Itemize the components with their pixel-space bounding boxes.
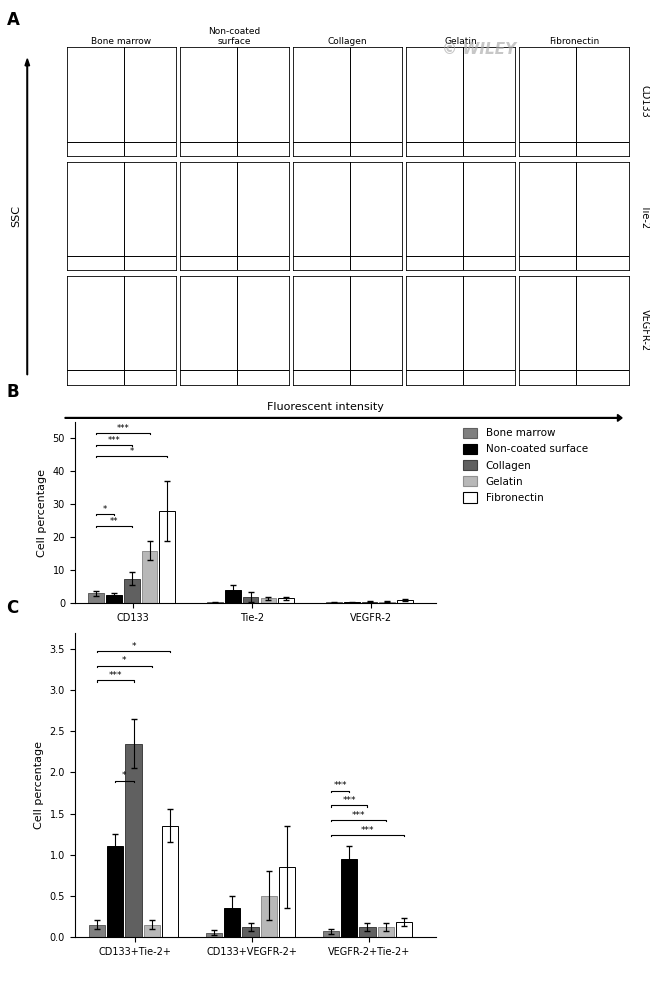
Bar (124, 579, 140, 603)
Bar (359, 927, 376, 937)
Title: Collagen: Collagen (328, 37, 367, 46)
Title: Non-coated
surface: Non-coated surface (209, 26, 261, 46)
Text: ***: *** (343, 797, 356, 805)
Text: ***: *** (361, 826, 374, 835)
Y-axis label: Cell percentage: Cell percentage (37, 469, 47, 556)
Bar (344, 602, 359, 603)
Bar (242, 927, 259, 937)
Bar (380, 601, 395, 603)
Bar (107, 847, 124, 937)
Text: *: * (122, 656, 127, 665)
Title: Gelatin: Gelatin (445, 37, 477, 46)
Bar (144, 924, 160, 937)
Bar (88, 594, 104, 603)
Bar (396, 922, 412, 937)
Bar (243, 596, 259, 603)
Bar (206, 933, 222, 937)
Text: ***: *** (116, 424, 129, 434)
Bar (279, 867, 295, 937)
Text: ***: *** (108, 436, 120, 444)
Bar (89, 924, 105, 937)
Text: C: C (6, 599, 19, 617)
Text: *: * (131, 642, 136, 650)
Bar (361, 601, 378, 603)
Bar (378, 927, 394, 937)
Y-axis label: Tie-2: Tie-2 (640, 204, 649, 228)
Title: Fibronectin: Fibronectin (549, 37, 599, 46)
Bar (106, 595, 122, 603)
Y-axis label: CD133: CD133 (640, 85, 649, 118)
Text: SSC: SSC (11, 205, 21, 227)
Text: Fluorescent intensity: Fluorescent intensity (266, 402, 384, 412)
Text: **: ** (110, 517, 118, 526)
Y-axis label: VEGFR-2: VEGFR-2 (640, 309, 649, 351)
Text: © WILEY: © WILEY (442, 42, 516, 57)
Text: B: B (6, 384, 19, 401)
Text: *: * (122, 771, 127, 781)
Bar (162, 826, 178, 937)
Bar (278, 598, 294, 603)
Bar (159, 511, 175, 603)
Legend: Bone marrow, Non-coated surface, Collagen, Gelatin, Fibronectin: Bone marrow, Non-coated surface, Collage… (459, 424, 592, 507)
Text: ***: *** (352, 811, 365, 820)
Text: *: * (129, 447, 134, 456)
Bar (224, 908, 240, 937)
Title: Bone marrow: Bone marrow (92, 37, 151, 46)
Bar (225, 591, 240, 603)
Bar (261, 896, 277, 937)
Bar (341, 858, 358, 937)
Bar (323, 931, 339, 937)
Text: *: * (103, 505, 107, 514)
Bar (397, 600, 413, 603)
Text: ***: *** (109, 671, 122, 680)
Bar (125, 744, 142, 937)
Y-axis label: Cell percentage: Cell percentage (34, 741, 44, 829)
Bar (261, 598, 276, 603)
Text: ***: *** (333, 781, 346, 791)
Bar (142, 550, 157, 603)
Text: A: A (6, 11, 20, 28)
Bar (326, 602, 342, 603)
Bar (207, 602, 223, 603)
